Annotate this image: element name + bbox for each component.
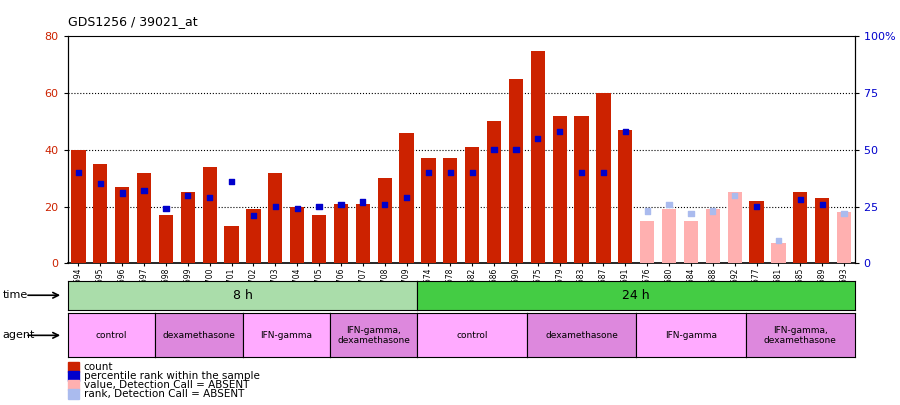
Bar <box>268 173 283 263</box>
Point <box>268 203 283 210</box>
Bar <box>640 221 654 263</box>
Bar <box>290 207 304 263</box>
Point <box>377 201 392 207</box>
Text: GDS1256 / 39021_at: GDS1256 / 39021_at <box>68 15 197 28</box>
Text: IFN-gamma,
dexamethasone: IFN-gamma, dexamethasone <box>338 326 410 345</box>
Point <box>618 128 633 135</box>
Bar <box>94 164 107 263</box>
Bar <box>508 79 523 263</box>
Point <box>750 203 764 210</box>
Bar <box>181 192 195 263</box>
Point <box>771 237 786 244</box>
Bar <box>224 226 238 263</box>
Point <box>837 210 851 217</box>
Point <box>400 194 414 201</box>
Bar <box>158 215 173 263</box>
Bar <box>202 167 217 263</box>
Bar <box>247 209 260 263</box>
Point <box>662 201 676 207</box>
Point <box>137 188 151 194</box>
Point <box>247 212 261 219</box>
Bar <box>487 122 501 263</box>
Text: 24 h: 24 h <box>623 289 650 302</box>
Point <box>115 190 130 196</box>
Bar <box>356 204 370 263</box>
Bar <box>71 150 86 263</box>
Text: dexamethasone: dexamethasone <box>545 331 618 340</box>
Text: percentile rank within the sample: percentile rank within the sample <box>84 371 259 381</box>
Text: IFN-gamma,
dexamethasone: IFN-gamma, dexamethasone <box>764 326 837 345</box>
Point <box>224 178 238 185</box>
Point <box>290 206 304 212</box>
Point <box>596 169 610 176</box>
Bar <box>334 204 348 263</box>
Text: IFN-gamma: IFN-gamma <box>665 331 717 340</box>
Point <box>640 208 654 214</box>
Bar <box>378 178 392 263</box>
Point <box>684 210 698 217</box>
Point <box>553 128 567 135</box>
Text: value, Detection Call = ABSENT: value, Detection Call = ABSENT <box>84 380 249 390</box>
Bar <box>421 158 436 263</box>
Bar <box>597 93 610 263</box>
Point <box>574 169 589 176</box>
Bar <box>684 221 698 263</box>
Point <box>487 147 501 153</box>
Point <box>727 192 742 198</box>
Point <box>531 135 545 142</box>
Bar <box>400 133 414 263</box>
Bar <box>793 192 807 263</box>
Text: IFN-gamma: IFN-gamma <box>260 331 312 340</box>
Text: dexamethasone: dexamethasone <box>162 331 235 340</box>
Bar <box>618 130 633 263</box>
Bar <box>531 51 544 263</box>
Point <box>508 147 523 153</box>
Bar <box>465 147 480 263</box>
Point <box>421 169 436 176</box>
Bar <box>662 209 676 263</box>
Bar <box>137 173 151 263</box>
Bar <box>312 215 326 263</box>
Point <box>334 201 348 207</box>
Point <box>706 208 720 214</box>
Text: control: control <box>456 331 488 340</box>
Bar <box>574 116 589 263</box>
Bar <box>837 212 851 263</box>
Bar <box>553 116 567 263</box>
Point <box>465 169 480 176</box>
Text: 8 h: 8 h <box>232 289 252 302</box>
Point <box>181 192 195 198</box>
Text: agent: agent <box>3 330 35 340</box>
Text: rank, Detection Call = ABSENT: rank, Detection Call = ABSENT <box>84 389 244 399</box>
Point <box>71 169 86 176</box>
Point <box>202 194 217 201</box>
Text: control: control <box>95 331 127 340</box>
Point <box>793 196 807 203</box>
Bar <box>706 209 720 263</box>
Text: count: count <box>84 362 113 372</box>
Text: time: time <box>3 290 28 300</box>
Point <box>815 201 830 207</box>
Point <box>356 199 370 205</box>
Point <box>93 181 107 187</box>
Bar <box>443 158 457 263</box>
Point <box>443 169 457 176</box>
Bar <box>771 243 786 263</box>
Point <box>312 203 327 210</box>
Point <box>158 206 173 212</box>
Bar <box>115 187 130 263</box>
Bar <box>815 198 829 263</box>
Bar <box>727 192 742 263</box>
Bar <box>750 201 764 263</box>
